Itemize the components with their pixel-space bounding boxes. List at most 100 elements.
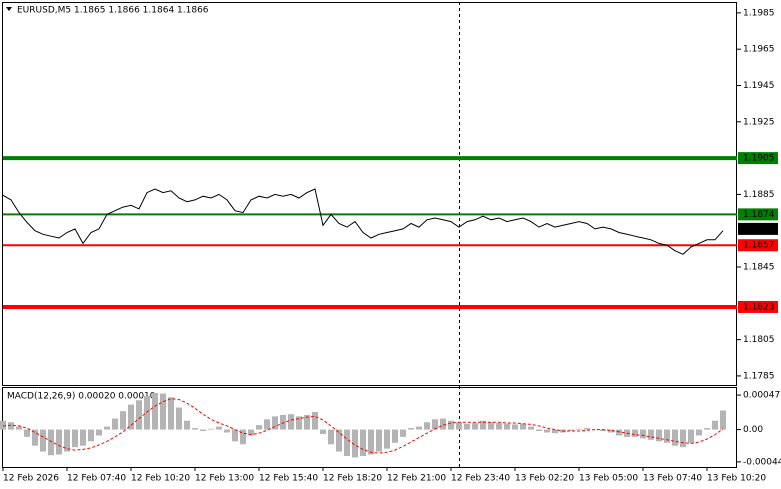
macd-bar	[352, 429, 358, 458]
y-tick-label: 1.1785	[743, 371, 775, 381]
price-label: 1.1905	[743, 154, 775, 164]
price-label-box	[738, 300, 778, 313]
macd-bar	[640, 429, 646, 439]
macd-bar	[224, 429, 230, 433]
macd-bar	[304, 414, 310, 430]
macd-bar	[104, 426, 110, 430]
price-label: 1.1823	[743, 302, 775, 312]
macd-bar	[512, 424, 518, 430]
price-label: 1.1874	[743, 210, 775, 220]
macd-bar	[152, 392, 158, 430]
x-tick-label: 12 Feb 15:40	[259, 474, 318, 484]
x-tick-label: 12 Feb 13:00	[195, 474, 254, 484]
macd-bar	[248, 429, 254, 436]
x-tick-label: 13 Feb 02:20	[515, 474, 574, 484]
macd-bar	[536, 429, 542, 432]
price-label: 1.1866	[743, 224, 775, 234]
y-tick-label: 1.1925	[743, 117, 775, 127]
macd-bar	[72, 429, 78, 448]
macd-bar	[704, 428, 710, 430]
macd-bar	[128, 404, 134, 430]
macd-bar	[296, 416, 302, 430]
macd-bar	[440, 418, 446, 430]
macd-bar	[160, 393, 166, 430]
macd-bar	[272, 416, 278, 430]
x-tick-label: 13 Feb 07:40	[643, 474, 702, 484]
macd-bar	[584, 428, 590, 430]
macd-bar	[712, 420, 718, 430]
macd-bar	[0, 420, 6, 430]
macd-bar	[384, 429, 390, 449]
y-tick-label: 1.1845	[743, 263, 775, 273]
macd-bar	[168, 397, 174, 430]
x-tick-label: 12 Feb 10:20	[131, 474, 190, 484]
price-panel	[2, 2, 737, 386]
macd-bar	[616, 429, 622, 436]
macd-bar	[632, 429, 638, 437]
macd-bar	[464, 423, 470, 430]
y-tick-label: 0.00047	[743, 391, 780, 401]
macd-bar	[680, 429, 686, 448]
x-tick-label: 13 Feb 10:20	[707, 474, 766, 484]
macd-bar	[424, 422, 430, 430]
macd-bar	[88, 429, 94, 442]
macd-bar	[216, 426, 222, 430]
macd-bar	[328, 429, 334, 445]
menu-arrow	[6, 7, 12, 11]
y-tick-label: 1.1965	[743, 45, 775, 55]
macd-bar	[8, 422, 14, 430]
macd-bar	[312, 411, 318, 430]
macd-bar	[528, 426, 534, 430]
macd-bar	[56, 429, 62, 455]
macd-bar	[136, 400, 142, 430]
macd-bar	[376, 429, 382, 452]
macd-bar	[200, 429, 206, 432]
macd-bar	[280, 414, 286, 430]
x-tick-label: 13 Feb 05:00	[579, 474, 638, 484]
macd-bar	[96, 429, 102, 436]
macd-bar	[576, 428, 582, 430]
macd-bar	[192, 428, 198, 430]
macd-bar	[184, 420, 190, 430]
macd-bar	[656, 429, 662, 442]
x-tick-label: 12 Feb 23:40	[451, 474, 510, 484]
macd-bar	[288, 414, 294, 430]
macd-bar	[64, 429, 70, 452]
macd-bar	[24, 429, 30, 437]
macd-bar	[480, 420, 486, 430]
macd-bar	[144, 395, 150, 430]
signal-line	[2, 398, 724, 454]
x-tick-label: 12 Feb 2026	[3, 474, 59, 484]
macd-bar	[456, 422, 462, 430]
x-tick-label: 12 Feb 18:20	[323, 474, 382, 484]
chart-title: EURUSD,M5 1.1865 1.1866 1.1864 1.1866	[17, 6, 209, 16]
price-label-box	[738, 208, 778, 221]
macd-bar	[392, 429, 398, 443]
y-tick-label: 0.00	[743, 425, 763, 435]
macd-bar	[176, 407, 182, 430]
macd-bar	[552, 429, 558, 434]
macd-bar	[320, 429, 326, 434]
macd-bar	[496, 422, 502, 430]
macd-bar	[344, 429, 350, 456]
macd-bar	[256, 425, 262, 430]
macd-bar	[720, 410, 726, 430]
macd-bar	[544, 429, 550, 433]
y-tick-label: 1.1985	[743, 8, 775, 18]
macd-bar	[416, 426, 422, 430]
macd-bar	[688, 429, 694, 443]
macd-bar	[608, 429, 614, 433]
macd-bar	[112, 418, 118, 430]
macd-bar	[48, 429, 54, 456]
macd-bar	[472, 422, 478, 430]
x-tick-label: 12 Feb 07:40	[67, 474, 126, 484]
macd-bar	[520, 423, 526, 430]
macd-bar	[208, 428, 214, 430]
y-tick-label: 1.1885	[743, 190, 775, 200]
macd-bar	[504, 423, 510, 430]
macd-bar	[240, 429, 246, 445]
macd-bar	[120, 411, 126, 430]
macd-bar	[664, 429, 670, 443]
macd-bar	[448, 420, 454, 430]
macd-bar	[32, 429, 38, 446]
